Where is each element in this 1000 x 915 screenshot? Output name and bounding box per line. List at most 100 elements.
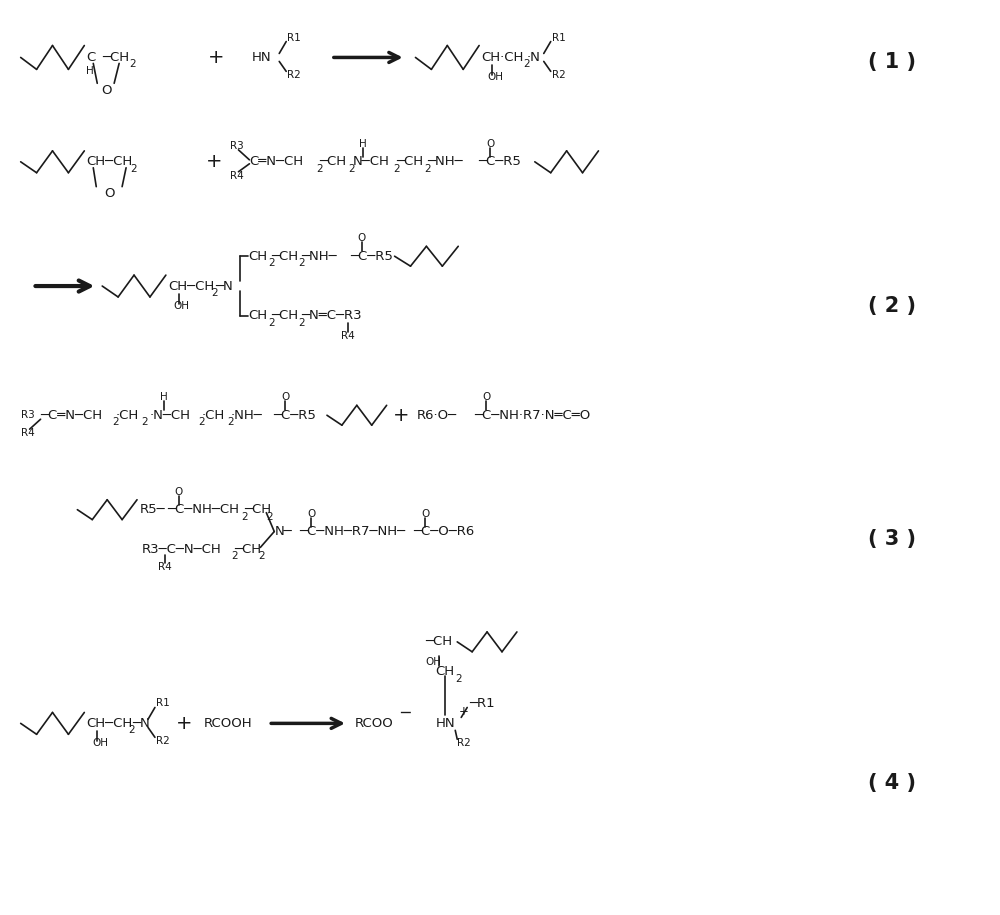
Text: R3─C─N─CH: R3─C─N─CH [142, 543, 222, 556]
Text: 2: 2 [232, 552, 238, 562]
Text: O: O [307, 509, 315, 519]
Text: ─CH: ─CH [319, 156, 346, 168]
Text: ─CH: ─CH [271, 250, 298, 263]
Text: H: H [359, 139, 367, 149]
Text: C: C [86, 51, 96, 64]
Text: OH: OH [425, 657, 441, 667]
Text: O: O [482, 393, 490, 403]
Text: C═N─CH: C═N─CH [249, 156, 304, 168]
Text: ─NH─: ─NH─ [427, 156, 463, 168]
Text: R1: R1 [156, 698, 170, 708]
Text: ─C─NH─CH: ─C─NH─CH [167, 503, 239, 516]
Text: 2: 2 [268, 318, 275, 328]
Text: ─CH: ─CH [397, 156, 424, 168]
Text: O: O [104, 187, 114, 200]
Text: ─CH: ─CH [244, 503, 272, 516]
Text: ( 1 ): ( 1 ) [868, 52, 916, 72]
Text: 2: 2 [394, 164, 400, 174]
Text: CH: CH [435, 665, 454, 678]
Text: 2: 2 [130, 164, 137, 174]
Text: ·CH: ·CH [202, 409, 225, 422]
Text: R4: R4 [21, 428, 34, 438]
Text: R2: R2 [552, 70, 565, 81]
Text: HN: HN [435, 716, 455, 730]
Text: R3: R3 [230, 141, 243, 151]
Text: 2: 2 [455, 673, 462, 684]
Text: 2: 2 [348, 164, 354, 174]
Text: OH: OH [487, 72, 503, 82]
Text: CH: CH [248, 309, 268, 322]
Text: +: + [459, 705, 469, 718]
Text: H: H [160, 393, 168, 403]
Text: O: O [175, 487, 183, 497]
Text: ─: ─ [401, 706, 410, 721]
Text: +: + [208, 48, 225, 67]
Text: ─CH: ─CH [425, 635, 453, 649]
Text: ·CH: ·CH [115, 409, 138, 422]
Text: CH─CH: CH─CH [86, 716, 133, 730]
Text: CH─CH: CH─CH [86, 156, 133, 168]
Text: 2: 2 [268, 258, 275, 268]
Text: H: H [86, 67, 94, 76]
Text: O: O [358, 233, 366, 243]
Text: ─C─NH·R7·N═C═O: ─C─NH·R7·N═C═O [474, 409, 590, 422]
Text: 2: 2 [129, 59, 136, 70]
Text: HN: HN [251, 51, 271, 64]
Text: 2: 2 [112, 417, 119, 427]
Text: 2: 2 [241, 511, 248, 522]
Text: ─C─NH─R7─NH─: ─C─NH─R7─NH─ [299, 525, 405, 538]
Text: ─CH: ─CH [234, 543, 262, 556]
Text: R4: R4 [158, 563, 172, 572]
Text: ─N: ─N [216, 280, 233, 293]
Text: 2: 2 [298, 318, 305, 328]
Text: ─CH: ─CH [102, 51, 129, 64]
Text: 2: 2 [212, 288, 218, 298]
Text: +: + [393, 405, 410, 425]
Text: CH·CH: CH·CH [481, 51, 523, 64]
Text: R3: R3 [21, 410, 34, 420]
Text: O: O [101, 84, 111, 97]
Text: OH: OH [92, 738, 108, 748]
Text: ─N═C─R3: ─N═C─R3 [301, 309, 362, 322]
Text: ·N: ·N [527, 51, 541, 64]
Text: ─C─O─R6: ─C─O─R6 [413, 525, 475, 538]
Text: O: O [486, 139, 494, 149]
Text: ─C─R5: ─C─R5 [273, 409, 316, 422]
Text: R2: R2 [457, 738, 471, 748]
Text: 2: 2 [199, 417, 205, 427]
Text: CH─CH: CH─CH [168, 280, 214, 293]
Text: O: O [421, 509, 430, 519]
Text: ·N─CH: ·N─CH [150, 409, 191, 422]
Text: R1: R1 [287, 33, 301, 43]
Text: RCOO: RCOO [355, 716, 394, 730]
Text: 2: 2 [523, 59, 529, 70]
Text: N─: N─ [274, 525, 292, 538]
Text: O: O [281, 393, 289, 403]
Text: 2: 2 [298, 258, 305, 268]
Text: R6·O─: R6·O─ [416, 409, 457, 422]
Text: 2: 2 [128, 726, 135, 736]
Text: 2: 2 [258, 552, 265, 562]
Text: ( 4 ): ( 4 ) [868, 773, 916, 793]
Text: ─C─R5: ─C─R5 [478, 156, 521, 168]
Text: R2: R2 [287, 70, 301, 81]
Text: ─N: ─N [132, 716, 150, 730]
Text: +: + [206, 152, 223, 171]
Text: 2: 2 [424, 164, 431, 174]
Text: ─C═N─CH: ─C═N─CH [41, 409, 103, 422]
Text: ─R1: ─R1 [469, 697, 495, 710]
Text: 2: 2 [228, 417, 234, 427]
Text: OH: OH [174, 301, 190, 311]
Text: N─CH: N─CH [353, 156, 390, 168]
Text: R5─: R5─ [140, 503, 166, 516]
Text: ─NH─: ─NH─ [301, 250, 337, 263]
Text: CH: CH [248, 250, 268, 263]
Text: ─C─R5: ─C─R5 [350, 250, 393, 263]
Text: +: + [176, 714, 192, 733]
Text: 2: 2 [141, 417, 148, 427]
Text: ─CH: ─CH [271, 309, 298, 322]
Text: R1: R1 [552, 33, 565, 43]
Text: RCOOH: RCOOH [204, 716, 252, 730]
Text: R4: R4 [341, 330, 355, 340]
Text: 2: 2 [316, 164, 323, 174]
